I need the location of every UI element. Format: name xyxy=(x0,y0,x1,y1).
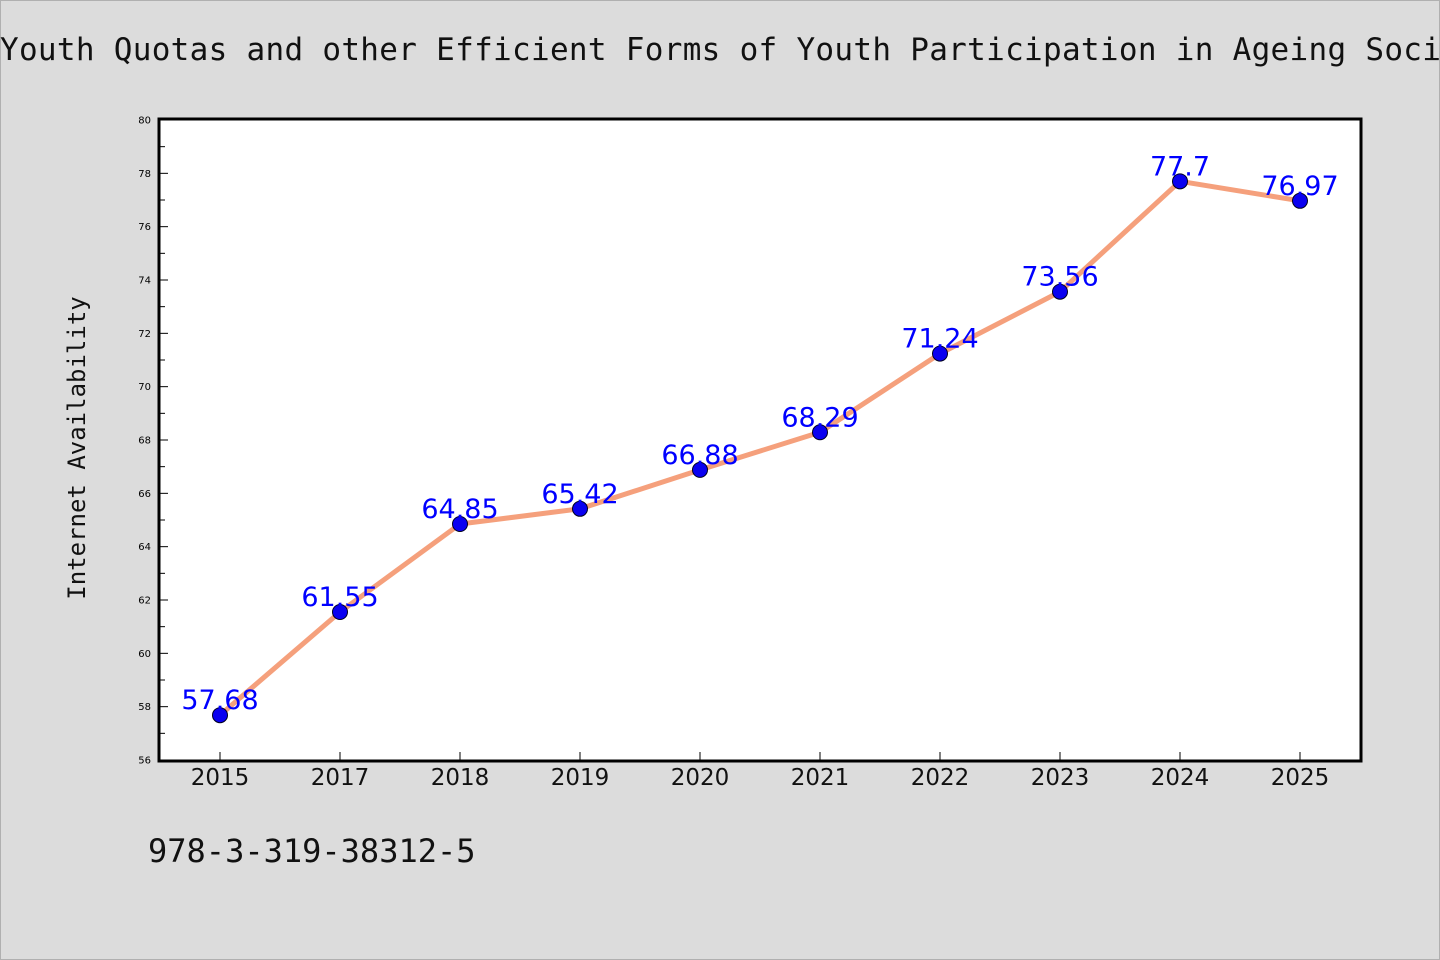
x-tick-label: 2024 xyxy=(1151,765,1210,791)
x-tick-label: 2023 xyxy=(1031,765,1090,791)
y-tick-label: 68 xyxy=(138,436,151,447)
x-tick-label: 2017 xyxy=(311,765,370,791)
x-tick-label: 2019 xyxy=(551,765,610,791)
y-tick-label: 60 xyxy=(138,649,151,660)
y-tick-label: 58 xyxy=(138,702,151,713)
data-point xyxy=(812,424,828,441)
data-point xyxy=(452,516,468,532)
series-layer xyxy=(212,173,1308,724)
y-tick-label: 74 xyxy=(138,276,151,287)
plot-area xyxy=(157,117,1363,763)
x-tick-label: 2020 xyxy=(671,765,730,791)
data-point xyxy=(212,707,228,724)
y-tick-label: 78 xyxy=(138,169,151,180)
data-point xyxy=(572,500,588,517)
x-tick-label: 2015 xyxy=(191,765,250,791)
y-tick-label: 76 xyxy=(138,222,151,233)
y-tick-label: 80 xyxy=(138,116,151,127)
x-tick-label: 2018 xyxy=(431,765,490,791)
y-tick-label: 66 xyxy=(138,489,151,500)
data-label: 57.68 xyxy=(181,685,258,716)
data-label: 71.24 xyxy=(901,324,978,355)
data-label: 76.97 xyxy=(1261,171,1338,202)
data-point xyxy=(932,345,948,362)
data-label: 73.56 xyxy=(1021,262,1098,293)
y-tick-label: 64 xyxy=(138,542,151,553)
data-label: 64.85 xyxy=(421,494,498,525)
x-tick-label: 2021 xyxy=(791,765,850,791)
data-point xyxy=(332,604,348,620)
y-tick-label: 72 xyxy=(138,329,151,340)
x-axis-ticks: 2015 2017 2018 2019 2020 2021 2022 2023 2024 2025 xyxy=(191,752,1330,791)
data-label-layer: 57.68 61.55 64.85 65.42 66.88 68.29 71.24 73.56… xyxy=(181,151,1338,716)
data-point xyxy=(1172,173,1188,190)
y-tick-label: 56 xyxy=(138,756,151,767)
data-label: 61.55 xyxy=(301,582,378,613)
data-label: 65.42 xyxy=(541,479,618,510)
y-tick-label: 70 xyxy=(138,382,151,393)
y-axis-ticks: 56 58 60 62 64 66 68 70 72 74 76 78 80 xyxy=(138,116,168,767)
footer-code: 978-3-319-38312-5 xyxy=(148,832,476,870)
data-label: 68.29 xyxy=(781,402,858,433)
data-label: 66.88 xyxy=(661,440,738,471)
data-point xyxy=(1052,283,1068,300)
x-tick-label: 2025 xyxy=(1271,765,1330,791)
series-line xyxy=(217,178,1303,718)
data-point xyxy=(1292,192,1308,209)
x-tick-label: 2022 xyxy=(911,765,970,791)
chart-title: Youth Quotas and other Efficient Forms o… xyxy=(0,32,1440,68)
y-tick-label: 62 xyxy=(138,596,151,607)
data-label: 77.7 xyxy=(1150,151,1210,182)
data-point xyxy=(692,461,708,478)
